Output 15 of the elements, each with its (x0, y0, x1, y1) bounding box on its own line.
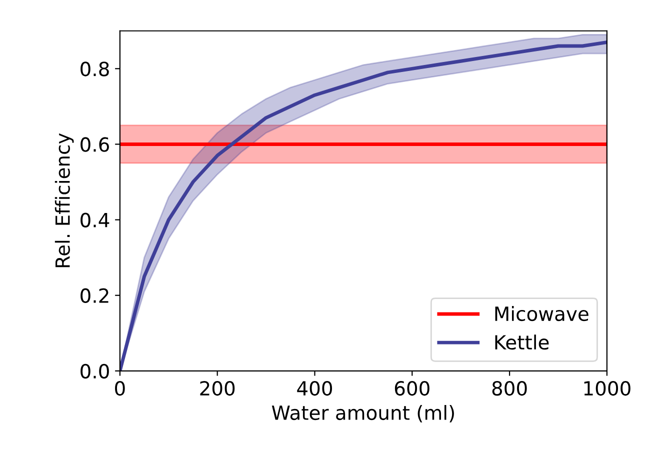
x-tick-label: 1000 (584, 380, 630, 396)
x-tick-label: 800 (492, 380, 527, 396)
x-tick-label: 200 (200, 380, 235, 396)
y-tick-label: 0.4 (80, 212, 110, 228)
x-tick-label: 0 (115, 380, 125, 396)
y-tick-label: 0.6 (80, 137, 109, 152)
legend-label: Micowave (495, 306, 588, 322)
y-tick-label: 0.0 (80, 364, 109, 379)
y-axis-title: Rel. Efficiency (54, 133, 74, 268)
legend-label: Kettle (495, 334, 549, 350)
y-tick-label: 0.8 (80, 62, 109, 76)
x-tick-label: 400 (297, 380, 332, 396)
x-tick-label: 600 (394, 380, 430, 396)
y-tick-label: 0.2 (80, 288, 108, 304)
x-axis-title: Water amount (ml) (272, 405, 454, 422)
